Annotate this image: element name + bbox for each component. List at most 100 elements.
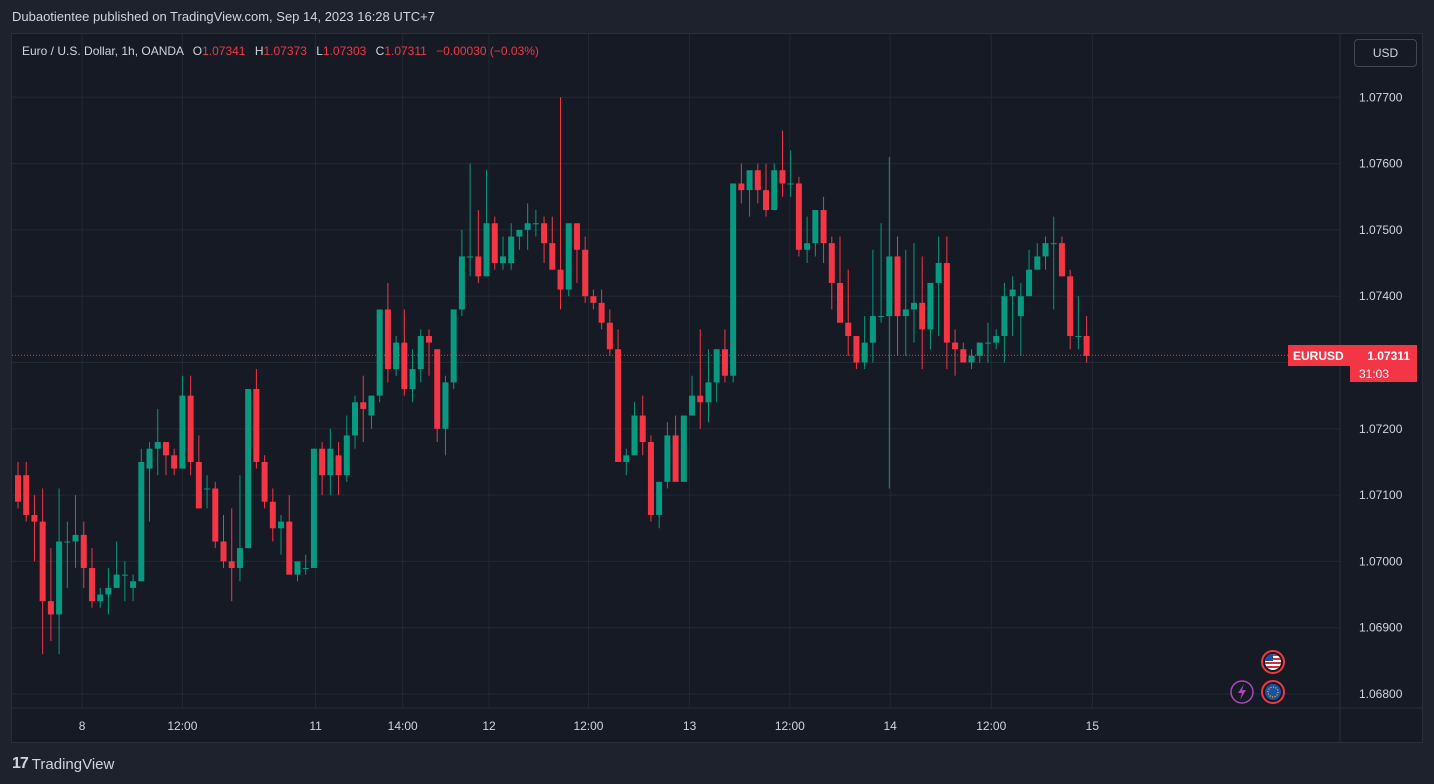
candle: [88, 548, 95, 608]
candle: [352, 395, 359, 449]
price-tick-label: 1.07400: [1359, 289, 1403, 303]
eu-flag-event-icon[interactable]: [1261, 680, 1285, 704]
published-by-header: Dubaotientee published on TradingView.co…: [12, 9, 435, 24]
legend-high-value: 1.07373: [263, 44, 307, 58]
candles: [15, 97, 1090, 655]
candle: [713, 349, 720, 403]
candle: [763, 163, 770, 217]
candle: [171, 448, 178, 476]
candle-body: [565, 223, 572, 290]
candle-body: [787, 183, 794, 185]
candle: [738, 163, 745, 204]
candle-body: [1042, 243, 1049, 257]
candle-body: [582, 249, 589, 297]
candle: [565, 223, 572, 297]
last-price-label-bg: [1288, 345, 1417, 366]
candle-body: [1083, 335, 1090, 356]
candle-body: [837, 282, 843, 323]
candle-body: [171, 455, 178, 469]
legend-low-key: L: [316, 44, 323, 58]
candle: [409, 349, 416, 403]
candle: [368, 395, 375, 429]
candle: [902, 249, 909, 356]
candle-body: [541, 223, 548, 244]
price-label-countdown: 31:03: [1359, 367, 1389, 381]
candle-body: [228, 561, 235, 569]
candle-body: [343, 435, 350, 476]
candle: [228, 508, 235, 602]
candle: [162, 442, 169, 476]
candle-body: [1009, 289, 1016, 297]
candle: [417, 329, 424, 383]
candle: [245, 389, 252, 549]
candle-body: [689, 395, 696, 416]
candle: [853, 335, 860, 370]
candle-body: [310, 448, 317, 569]
candle-body: [516, 229, 523, 237]
time-tick-label: 12:00: [976, 719, 1006, 733]
candle: [393, 335, 400, 376]
time-tick-label: 12:00: [167, 719, 197, 733]
candle: [269, 488, 276, 542]
legend-symbol: Euro / U.S. Dollar, 1h, OANDA: [22, 44, 184, 58]
candle: [113, 541, 120, 588]
candle-body: [294, 561, 301, 575]
candle-body: [738, 183, 745, 191]
symbol-legend: Euro / U.S. Dollar, 1h, OANDA O1.07341 H…: [22, 44, 539, 58]
candle-body: [302, 568, 309, 570]
footer-brand[interactable]: 17 TradingView: [12, 754, 114, 774]
candle: [812, 210, 819, 257]
price-label-symbol: EURUSD: [1293, 349, 1344, 363]
candle-body: [697, 395, 704, 403]
candle-body: [590, 296, 597, 303]
last-price-label: EURUSD 1.07311 31:03: [1288, 345, 1417, 382]
candle-body: [557, 269, 564, 290]
time-tick-label: 14:00: [388, 719, 418, 733]
candle-body: [72, 534, 79, 542]
currency-button[interactable]: USD: [1354, 39, 1417, 67]
candle-body: [179, 395, 186, 469]
candle-body: [360, 402, 367, 409]
candle: [771, 163, 778, 211]
candle: [376, 309, 383, 403]
candle: [204, 475, 211, 509]
candle-body: [278, 521, 285, 529]
legend-open-key: O: [192, 44, 203, 58]
candle: [1075, 296, 1082, 350]
candle: [236, 475, 243, 582]
candle: [541, 216, 548, 264]
candle: [516, 229, 523, 250]
candle-body: [993, 335, 1000, 343]
time-tick-label: 12:00: [775, 719, 805, 733]
candle-body: [549, 243, 556, 270]
us-flag-event-icon[interactable]: [1261, 650, 1285, 674]
candle: [549, 216, 556, 270]
candle-body: [894, 256, 901, 317]
candle: [319, 442, 326, 496]
lightning-event-icon[interactable]: [1230, 680, 1254, 704]
candle-body: [935, 263, 942, 283]
candle-body: [335, 455, 342, 476]
candle-body: [204, 488, 211, 490]
candle: [598, 289, 605, 330]
candle: [672, 415, 679, 482]
candle-body: [828, 243, 835, 283]
candle: [623, 448, 630, 476]
legend-high-key: H: [254, 44, 264, 58]
candle-body: [236, 548, 243, 569]
candle: [1017, 282, 1024, 356]
candle: [195, 435, 202, 509]
candle-body: [623, 455, 630, 462]
candle-body: [393, 342, 400, 370]
candle: [820, 196, 827, 264]
candle-body: [212, 488, 219, 542]
candle: [426, 329, 432, 376]
candle-body: [672, 435, 679, 482]
legend-low-value: 1.07303: [322, 44, 367, 58]
candle-body: [1058, 243, 1065, 277]
candle: [97, 587, 104, 608]
candle-body: [730, 183, 737, 376]
candle: [894, 236, 901, 356]
candle-body: [968, 355, 975, 363]
